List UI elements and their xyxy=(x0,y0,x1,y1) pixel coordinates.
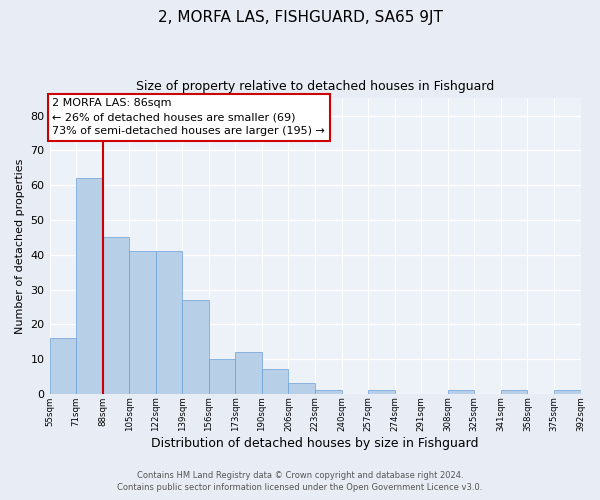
Y-axis label: Number of detached properties: Number of detached properties xyxy=(15,158,25,334)
Text: Contains HM Land Registry data © Crown copyright and database right 2024.
Contai: Contains HM Land Registry data © Crown c… xyxy=(118,471,482,492)
Bar xyxy=(554,390,581,394)
Bar xyxy=(103,238,129,394)
Bar xyxy=(182,300,209,394)
Bar xyxy=(368,390,395,394)
Bar xyxy=(262,370,289,394)
Bar xyxy=(50,338,76,394)
Bar xyxy=(76,178,103,394)
Bar xyxy=(156,252,182,394)
Text: 2 MORFA LAS: 86sqm
← 26% of detached houses are smaller (69)
73% of semi-detache: 2 MORFA LAS: 86sqm ← 26% of detached hou… xyxy=(52,98,325,136)
Title: Size of property relative to detached houses in Fishguard: Size of property relative to detached ho… xyxy=(136,80,494,93)
Bar xyxy=(129,252,156,394)
Bar xyxy=(209,359,235,394)
Bar xyxy=(315,390,341,394)
Bar xyxy=(235,352,262,394)
Text: 2, MORFA LAS, FISHGUARD, SA65 9JT: 2, MORFA LAS, FISHGUARD, SA65 9JT xyxy=(158,10,442,25)
X-axis label: Distribution of detached houses by size in Fishguard: Distribution of detached houses by size … xyxy=(151,437,479,450)
Bar xyxy=(289,384,315,394)
Bar xyxy=(448,390,475,394)
Bar xyxy=(501,390,527,394)
